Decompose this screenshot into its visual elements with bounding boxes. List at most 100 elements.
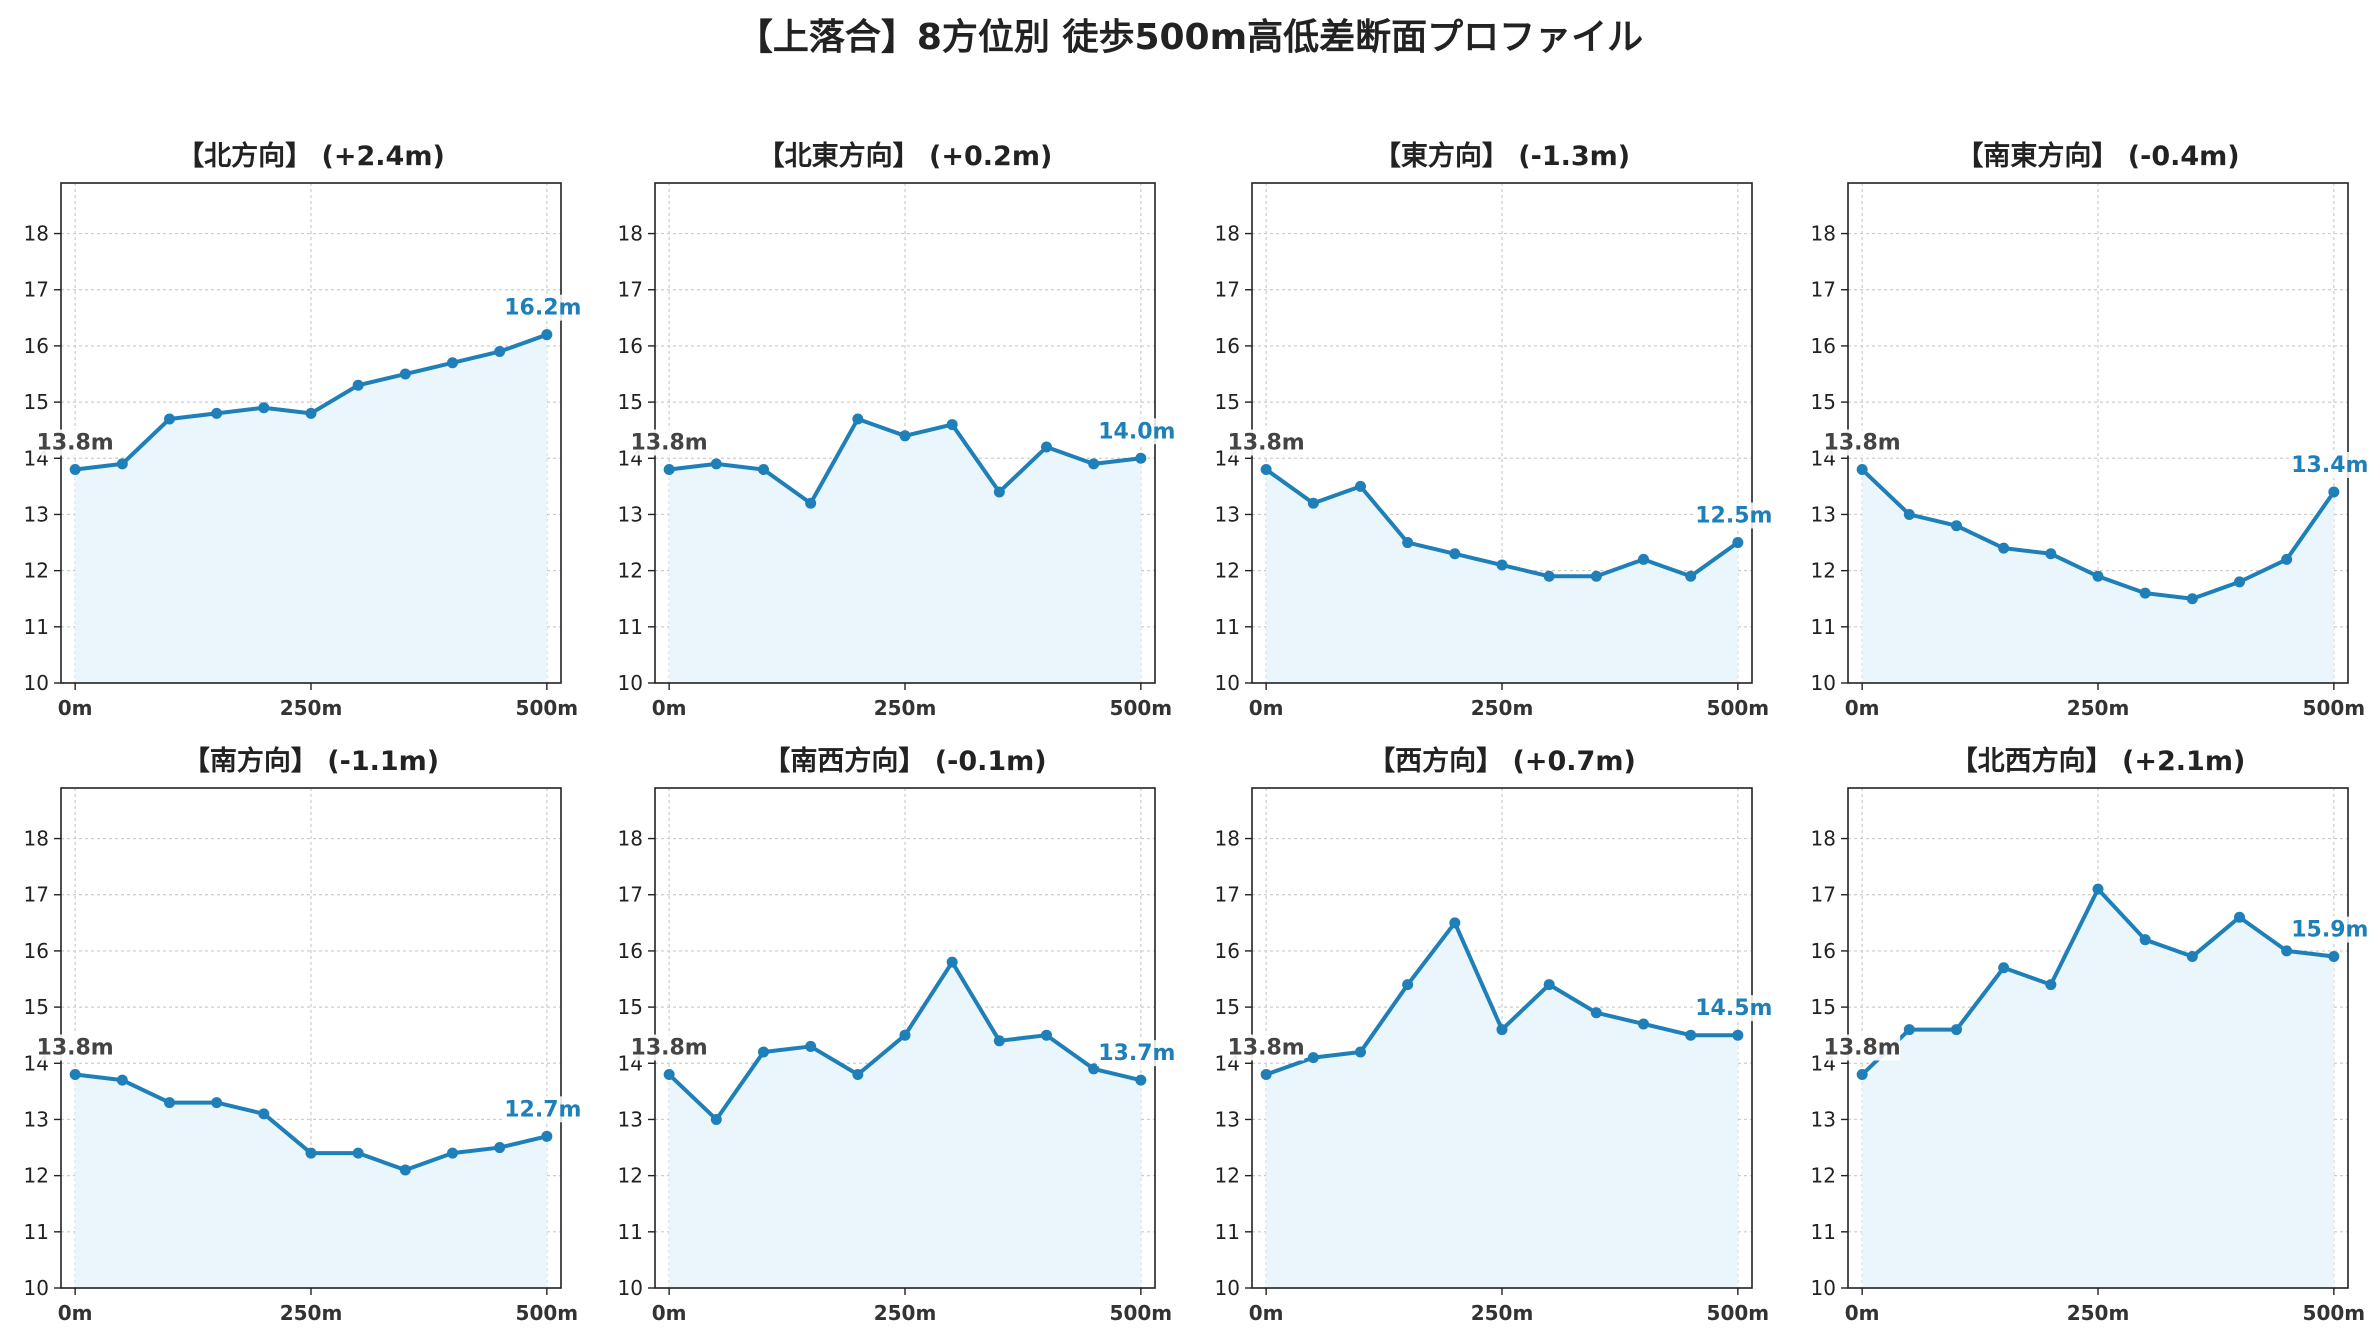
- y-tick-label: 17: [1811, 278, 1836, 302]
- y-tick-label: 11: [1811, 1220, 1836, 1244]
- data-point: [1354, 480, 1366, 492]
- data-point: [946, 956, 958, 968]
- data-point: [1732, 537, 1744, 549]
- data-point: [447, 1147, 459, 1159]
- data-point: [211, 407, 223, 419]
- y-tick-label: 10: [1215, 1276, 1240, 1300]
- y-tick-label: 10: [24, 671, 49, 695]
- y-tick-label: 16: [618, 334, 643, 358]
- y-tick-label: 10: [1811, 1276, 1836, 1300]
- y-tick-label: 17: [618, 278, 643, 302]
- data-point: [1856, 1069, 1868, 1081]
- start-label-box: [1824, 1034, 1901, 1061]
- y-tick-label: 12: [1215, 559, 1240, 583]
- data-point: [1543, 570, 1555, 582]
- x-tick-label: 250m: [1471, 1301, 1534, 1325]
- y-tick-label: 16: [1811, 334, 1836, 358]
- data-point: [258, 1108, 270, 1120]
- y-tick-label: 15: [24, 390, 49, 414]
- start-label-box: [37, 429, 114, 456]
- y-tick-label: 10: [618, 671, 643, 695]
- start-value-label: 13.8m: [1228, 431, 1305, 456]
- data-point: [1307, 1052, 1319, 1064]
- x-tick-label: 0m: [1249, 1301, 1284, 1325]
- data-point: [211, 1097, 223, 1109]
- end-value-label: 14.0m: [1098, 419, 1175, 444]
- area-fill: [75, 334, 547, 683]
- x-tick-label: 500m: [1110, 1301, 1173, 1325]
- start-value-label: 13.8m: [631, 1036, 708, 1061]
- data-point: [1998, 542, 2010, 554]
- y-tick-label: 12: [1811, 1164, 1836, 1188]
- data-point: [258, 402, 270, 414]
- end-label-box: [2289, 451, 2370, 478]
- y-tick-label: 11: [24, 615, 49, 639]
- y-tick-label: 11: [1215, 615, 1240, 639]
- start-label-box: [631, 429, 708, 456]
- y-tick-label: 11: [618, 1220, 643, 1244]
- chart-title: 【北西方向】 (+2.1m): [1951, 745, 2246, 777]
- x-tick-label: 0m: [652, 1301, 687, 1325]
- data-point: [1903, 508, 1915, 520]
- x-tick-label: 500m: [516, 1301, 579, 1325]
- data-point: [946, 419, 958, 431]
- area-fill: [75, 1074, 547, 1288]
- data-point: [2092, 570, 2104, 582]
- x-tick-label: 250m: [280, 1301, 343, 1325]
- y-tick-label: 12: [24, 1164, 49, 1188]
- data-point: [1543, 979, 1555, 991]
- data-point: [1638, 1018, 1650, 1030]
- data-point: [541, 329, 553, 341]
- data-point: [352, 1147, 364, 1159]
- x-tick-label: 500m: [1707, 1301, 1770, 1325]
- x-tick-label: 500m: [2303, 696, 2366, 720]
- data-point: [2234, 576, 2246, 588]
- data-point: [1449, 917, 1461, 929]
- x-tick-label: 500m: [2303, 1301, 2366, 1325]
- data-point: [69, 464, 81, 476]
- x-tick-label: 250m: [2067, 1301, 2130, 1325]
- data-point: [1041, 1029, 1053, 1041]
- data-point: [399, 368, 411, 380]
- y-tick-label: 13: [618, 502, 643, 526]
- data-point: [1402, 979, 1414, 991]
- y-tick-label: 12: [618, 1164, 643, 1188]
- end-value-label: 13.7m: [1098, 1041, 1175, 1066]
- figure-title: 【上落合】8方位別 徒歩500m高低差断面プロファイル: [736, 17, 1644, 58]
- end-label-box: [502, 294, 583, 321]
- data-point: [163, 1097, 175, 1109]
- y-tick-label: 18: [24, 222, 49, 246]
- x-tick-label: 0m: [1249, 696, 1284, 720]
- data-point: [494, 346, 506, 358]
- end-label-box: [1693, 995, 1774, 1022]
- data-point: [305, 407, 317, 419]
- data-point: [163, 413, 175, 425]
- data-point: [1590, 1007, 1602, 1019]
- data-point: [2045, 979, 2057, 991]
- x-tick-label: 500m: [1707, 696, 1770, 720]
- y-tick-label: 11: [1215, 1220, 1240, 1244]
- y-tick-label: 16: [1215, 939, 1240, 963]
- y-tick-label: 11: [1811, 615, 1836, 639]
- data-point: [1638, 553, 1650, 565]
- y-tick-label: 13: [618, 1107, 643, 1131]
- y-tick-label: 12: [24, 559, 49, 583]
- data-point: [2328, 951, 2340, 963]
- data-point: [2281, 945, 2293, 957]
- y-tick-label: 15: [1215, 390, 1240, 414]
- y-tick-label: 15: [24, 995, 49, 1019]
- data-point: [2139, 587, 2151, 599]
- y-tick-label: 18: [1215, 827, 1240, 851]
- data-point: [1354, 1046, 1366, 1058]
- data-point: [852, 413, 864, 425]
- data-point: [1135, 1074, 1147, 1086]
- end-label-box: [1096, 418, 1177, 445]
- data-point: [494, 1142, 506, 1154]
- data-point: [116, 1074, 128, 1086]
- data-point: [1260, 1069, 1272, 1081]
- data-point: [710, 458, 722, 470]
- y-tick-label: 18: [1811, 827, 1836, 851]
- end-label-box: [502, 1096, 583, 1123]
- y-tick-label: 18: [24, 827, 49, 851]
